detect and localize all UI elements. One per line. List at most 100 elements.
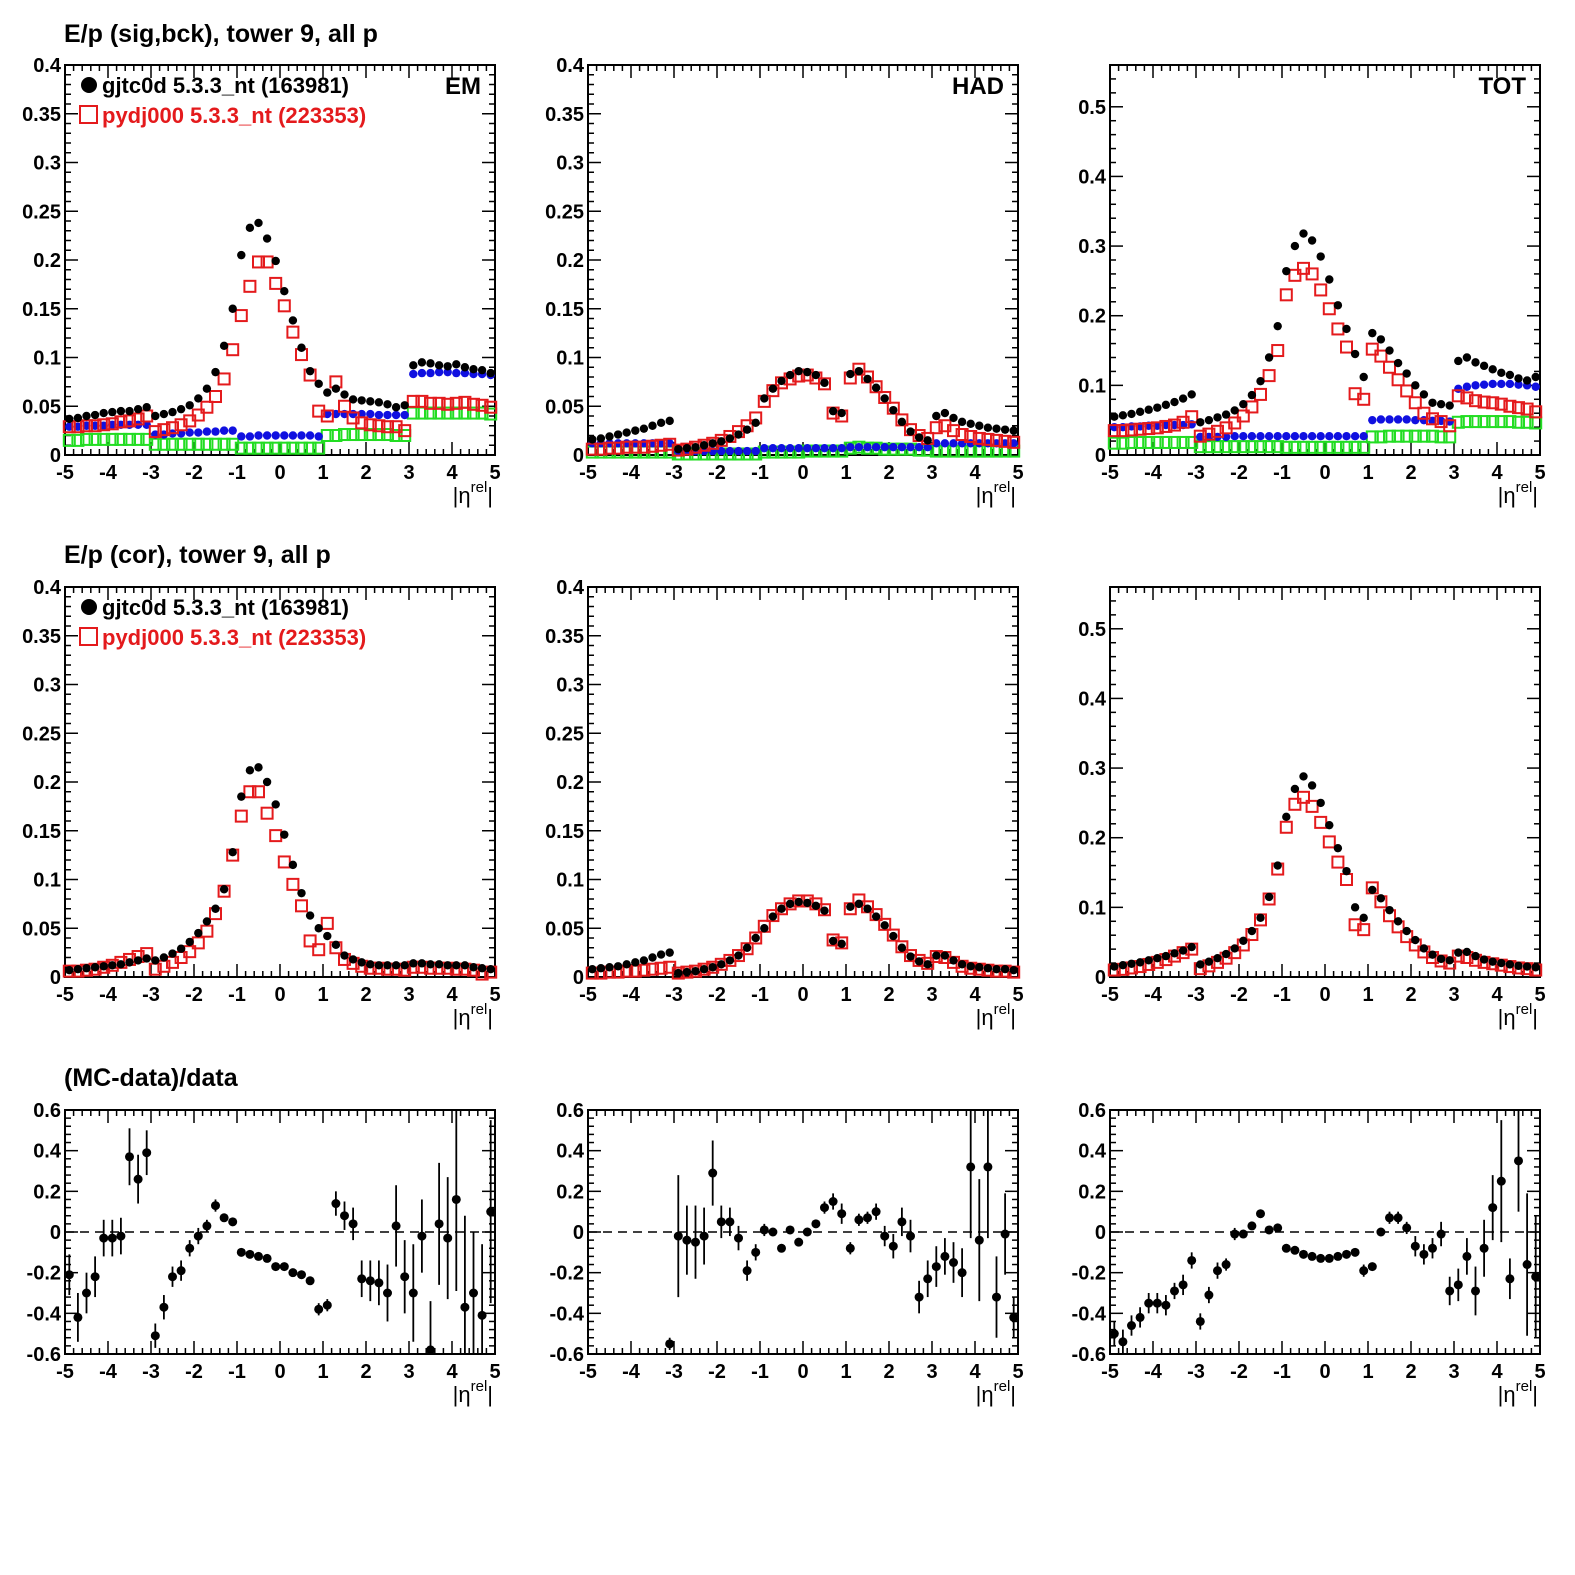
y-tick-label: 0.3 bbox=[33, 675, 61, 697]
mc-marker bbox=[1477, 395, 1491, 409]
data-marker bbox=[1497, 368, 1506, 378]
data-marker bbox=[486, 965, 495, 974]
panel-row3-EM: -5 -4 -3 -2 -1 0 1 2 3 4 5 -0.6 -0.4 -0.2 0 0.2 0.4 0.6 |η… bbox=[27, 1100, 501, 1407]
mc-marker bbox=[80, 419, 93, 433]
data-marker bbox=[1325, 820, 1334, 830]
mc-background-marker bbox=[1460, 415, 1474, 429]
y-tick-label: 0.35 bbox=[22, 104, 61, 126]
ratio-marker bbox=[460, 1302, 470, 1312]
ratio-marker bbox=[1109, 1329, 1119, 1339]
ratio-marker bbox=[949, 1258, 958, 1267]
y-tick-label: 0 bbox=[50, 445, 61, 467]
data-marker bbox=[1170, 397, 1179, 407]
data-marker bbox=[1299, 772, 1308, 781]
x-tick-label: -2 bbox=[708, 1361, 726, 1383]
ratio-marker bbox=[665, 1339, 675, 1349]
x-tick-label: -5 bbox=[1101, 984, 1119, 1006]
y-tick-label: 0 bbox=[1095, 967, 1106, 989]
data-marker bbox=[863, 904, 872, 913]
data-background-marker bbox=[297, 431, 306, 440]
data-marker bbox=[1514, 961, 1523, 971]
data-background-marker bbox=[280, 431, 289, 440]
data-marker bbox=[228, 848, 237, 857]
data-marker bbox=[1307, 236, 1317, 245]
mc-marker bbox=[389, 420, 403, 434]
data-marker bbox=[159, 409, 169, 419]
data-marker bbox=[280, 287, 289, 296]
mc-marker bbox=[998, 434, 1012, 448]
data-marker bbox=[613, 962, 623, 971]
data-background-marker bbox=[1368, 415, 1377, 425]
data-background-marker bbox=[725, 446, 735, 456]
x-tick-label: 2 bbox=[1405, 462, 1416, 484]
mc-marker bbox=[252, 255, 265, 269]
data-background-marker bbox=[1385, 415, 1394, 424]
data-marker bbox=[682, 967, 692, 977]
ratio-marker bbox=[1522, 1260, 1532, 1270]
data-marker bbox=[1411, 935, 1420, 945]
ratio-marker bbox=[90, 1272, 100, 1282]
data-marker bbox=[846, 902, 855, 911]
data-marker bbox=[1264, 892, 1274, 902]
mc-marker bbox=[1107, 424, 1121, 438]
data-background-marker bbox=[1282, 431, 1291, 441]
data-marker bbox=[357, 396, 366, 405]
data-marker bbox=[383, 400, 392, 409]
data-marker bbox=[219, 885, 229, 894]
data-background-marker bbox=[940, 439, 950, 448]
data-marker bbox=[348, 955, 358, 964]
ratio-marker bbox=[348, 1219, 358, 1229]
data-marker bbox=[691, 966, 700, 976]
ratio-marker bbox=[923, 1274, 933, 1284]
data-marker bbox=[1221, 949, 1231, 959]
row-title-corrected: E/p (cor), tower 9, all p bbox=[64, 541, 331, 569]
x-tick-label: -3 bbox=[1187, 1361, 1205, 1383]
ratio-marker bbox=[785, 1225, 795, 1235]
ratio-marker bbox=[1273, 1223, 1283, 1233]
ratio-marker bbox=[1514, 1156, 1523, 1166]
data-marker bbox=[434, 361, 444, 370]
data-marker bbox=[588, 965, 597, 974]
ratio-marker bbox=[802, 1227, 812, 1237]
ratio-marker bbox=[1161, 1300, 1171, 1310]
data-marker bbox=[452, 360, 461, 369]
data-marker bbox=[271, 800, 280, 809]
ratio-marker bbox=[691, 1237, 700, 1247]
ratio-marker bbox=[228, 1217, 238, 1227]
data-marker bbox=[1462, 353, 1472, 362]
mc-marker bbox=[732, 949, 745, 963]
plot-frame bbox=[587, 586, 1019, 978]
mc-marker bbox=[320, 916, 334, 930]
legend-mc-marker bbox=[79, 105, 98, 124]
data-marker bbox=[391, 403, 401, 412]
data-marker bbox=[717, 437, 726, 446]
y-tick-label: 0.2 bbox=[33, 772, 61, 794]
data-background-marker bbox=[1247, 431, 1257, 441]
mc-background-marker bbox=[1400, 429, 1414, 443]
y-tick-label: 0.3 bbox=[1078, 758, 1106, 780]
x-tick-label: -1 bbox=[1273, 984, 1291, 1006]
data-background-marker bbox=[305, 431, 315, 440]
y-tick-label: 0.25 bbox=[545, 201, 584, 223]
data-background-marker bbox=[271, 431, 280, 440]
mc-background-marker bbox=[105, 432, 119, 446]
data-background-marker bbox=[734, 446, 743, 456]
ratio-marker bbox=[1230, 1229, 1240, 1239]
mc-marker bbox=[912, 953, 926, 967]
data-marker bbox=[785, 899, 795, 909]
x-tick-label: 5 bbox=[1534, 462, 1545, 484]
x-axis-label: |ηrel| bbox=[453, 1378, 493, 1407]
mc-marker bbox=[475, 398, 489, 412]
x-tick-label: 3 bbox=[926, 462, 937, 484]
data-marker bbox=[734, 430, 743, 439]
data-marker bbox=[880, 394, 889, 403]
data-background-marker bbox=[391, 410, 401, 420]
mc-marker bbox=[1133, 422, 1147, 436]
data-marker bbox=[1290, 784, 1300, 794]
data-marker bbox=[742, 943, 752, 952]
data-marker bbox=[699, 965, 709, 974]
y-tick-label: 0.2 bbox=[556, 772, 584, 794]
data-background-marker bbox=[434, 367, 444, 377]
mc-marker bbox=[1228, 416, 1242, 430]
x-axis-label: |ηrel| bbox=[976, 1001, 1016, 1030]
